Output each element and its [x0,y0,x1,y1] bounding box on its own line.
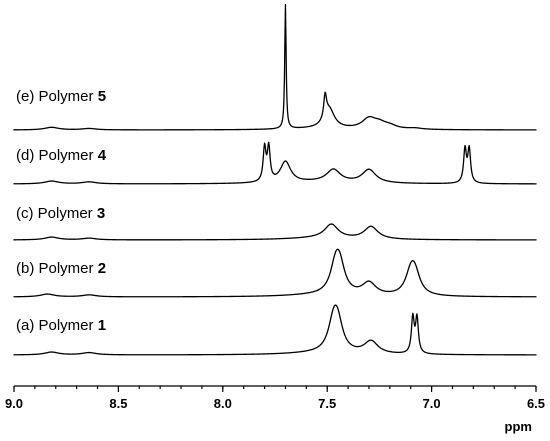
trace-label-number: 1 [98,317,106,334]
trace-label: (a) Polymer 1 [16,317,106,334]
spectrum-trace [13,4,537,131]
trace-label-prefix: (c) Polymer [16,205,97,222]
trace-label-number: 4 [98,147,107,164]
x-tick-label: 8.5 [109,396,127,411]
trace-labels: (a) Polymer 1(b) Polymer 2(c) Polymer 3(… [16,88,107,334]
x-tick-label: 9.0 [5,396,23,411]
trace-label-number: 3 [97,205,105,222]
trace-label: (c) Polymer 3 [16,205,105,222]
trace-label-prefix: (d) Polymer [16,147,98,164]
x-tick-label: 8.0 [214,396,232,411]
trace-label-prefix: (a) Polymer [16,317,98,334]
trace-label: (e) Polymer 5 [16,88,106,105]
trace-label-number: 5 [98,88,106,105]
trace-label-prefix: (e) Polymer [16,88,98,105]
x-tick-label: 7.5 [318,396,336,411]
spectrum-trace [13,141,537,185]
spectra-group [13,4,537,356]
x-tick-label: 6.5 [527,396,545,411]
spectrum-trace [13,304,537,356]
x-tick-label: 7.0 [423,396,441,411]
x-axis: 9.0 8.5 8.0 7.5 7.0 6.5 [5,385,545,411]
spectrum-trace [13,223,537,241]
trace-label: (b) Polymer 2 [16,260,106,277]
x-axis-title: ppm [505,419,532,434]
trace-label-prefix: (b) Polymer [16,260,98,277]
spectrum-trace [13,248,537,298]
trace-label-number: 2 [98,260,106,277]
trace-label: (d) Polymer 4 [16,147,107,164]
